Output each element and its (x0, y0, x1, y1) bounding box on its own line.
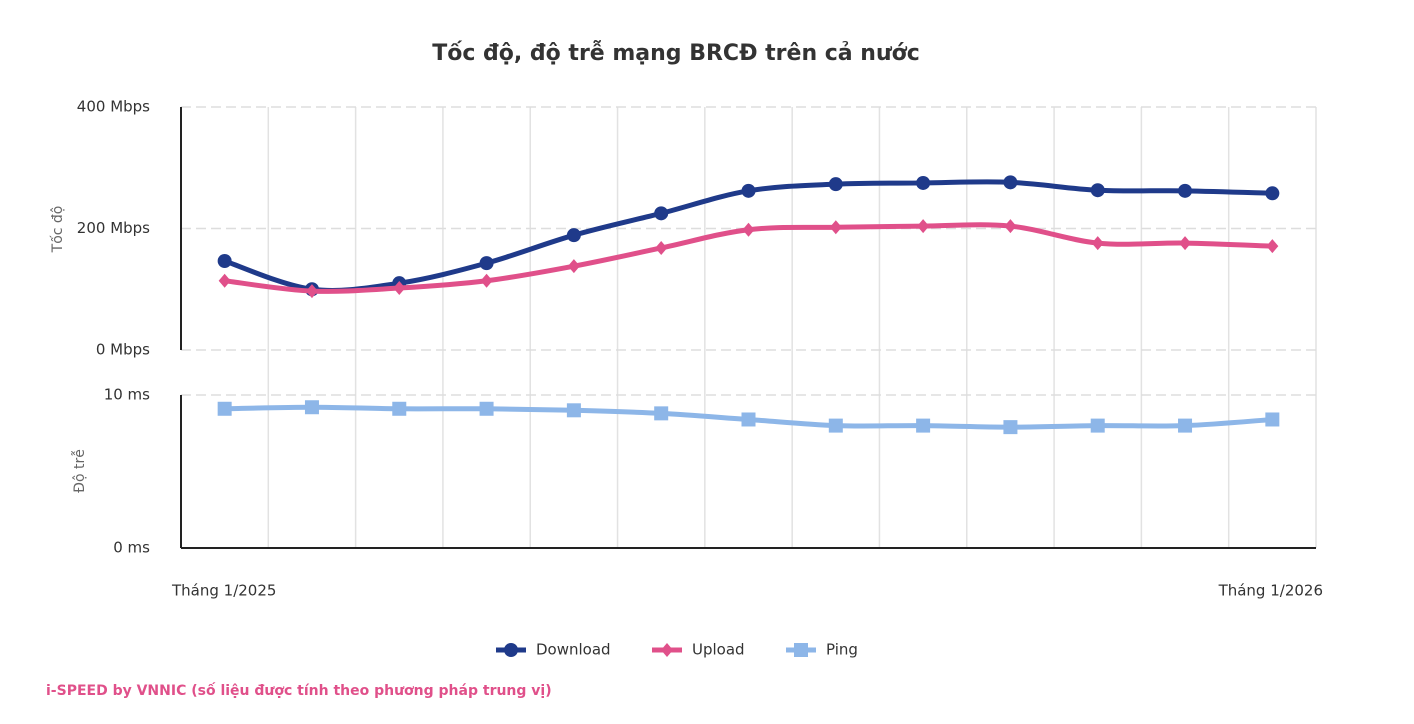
point-marker (217, 401, 232, 416)
point-marker (1090, 183, 1105, 198)
x-tick-label: Tháng 1/2025 (171, 582, 276, 600)
point-marker (566, 228, 581, 243)
point-marker (828, 177, 843, 192)
x-tick-label: Tháng 1/2026 (1218, 582, 1323, 600)
legend-label: Download (536, 641, 611, 659)
source-note: i-SPEED by VNNIC (số liệu được tính theo… (46, 682, 552, 699)
point-marker (1091, 236, 1104, 251)
point-marker (1265, 412, 1280, 427)
y-tick-label: 0 Mbps (96, 341, 150, 359)
point-marker (1003, 420, 1018, 435)
legend-label: Upload (692, 641, 745, 659)
point-marker (794, 643, 808, 657)
point-marker (504, 643, 518, 657)
point-marker (654, 406, 669, 421)
point-marker (479, 401, 494, 416)
point-marker (1090, 418, 1105, 433)
y-tick-label: 10 ms (104, 386, 150, 404)
y-axis-label: Tốc độ (49, 206, 66, 254)
point-marker (1004, 219, 1017, 234)
point-marker (217, 254, 232, 269)
point-marker (916, 175, 931, 190)
point-marker (1265, 186, 1280, 201)
point-marker (828, 418, 843, 433)
legend-label: Ping (826, 641, 858, 659)
legend-item: Upload (652, 641, 745, 659)
point-marker (655, 240, 668, 255)
point-marker (567, 259, 580, 274)
point-marker (917, 219, 930, 234)
point-marker (480, 273, 493, 288)
y-tick-label: 400 Mbps (77, 98, 150, 116)
point-marker (661, 643, 673, 657)
point-marker (916, 418, 931, 433)
y-tick-label: 200 Mbps (77, 219, 150, 237)
point-marker (742, 222, 755, 237)
point-marker (654, 206, 669, 221)
point-marker (1178, 418, 1193, 433)
point-marker (741, 412, 756, 427)
point-marker (566, 403, 581, 418)
point-marker (305, 284, 318, 299)
point-marker (479, 256, 494, 271)
point-marker (392, 401, 407, 416)
y2-axis-label: Độ trễ (71, 449, 88, 493)
legend-item: Download (496, 641, 611, 659)
y-tick-label: 0 ms (113, 539, 150, 557)
point-marker (1266, 239, 1279, 254)
chart-title: Tốc độ, độ trễ mạng BRCĐ trên cả nước (432, 41, 920, 66)
point-marker (304, 400, 319, 415)
point-marker (741, 183, 756, 198)
point-marker (218, 273, 231, 288)
point-marker (1178, 183, 1193, 198)
point-marker (1003, 175, 1018, 190)
point-marker (393, 281, 406, 296)
point-marker (1179, 236, 1192, 251)
legend-item: Ping (786, 641, 858, 659)
point-marker (829, 220, 842, 235)
